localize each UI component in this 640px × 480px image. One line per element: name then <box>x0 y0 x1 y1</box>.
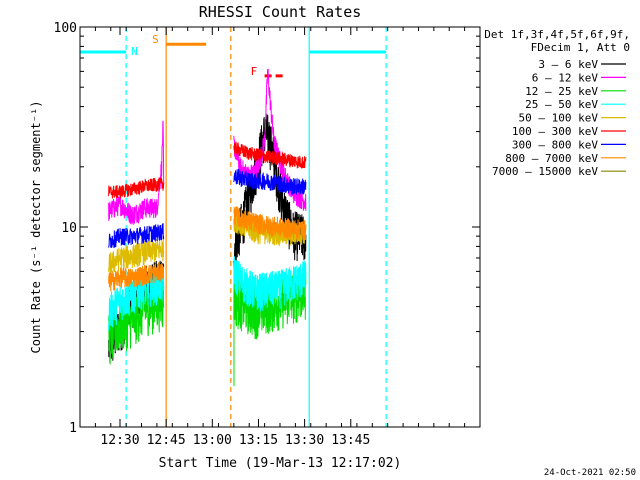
series-7-segment-1 <box>108 223 165 249</box>
legend-entry-label-8: 7000 – 15000 keV <box>492 165 598 178</box>
series-6-segment-1 <box>108 177 165 199</box>
legend-entry-label-6: 300 – 800 keV <box>512 138 598 151</box>
y-axis-label: Count Rate (s⁻¹ detector segment⁻¹) <box>29 101 43 354</box>
y-tick-label-0: 1 <box>69 421 77 436</box>
y-tick-label-1: 10 <box>61 221 77 236</box>
x-tick-label-1: 12:45 <box>147 433 186 448</box>
chart-title: RHESSI Count Rates <box>199 3 362 21</box>
series-8-segment-2 <box>233 206 307 241</box>
series-6-segment-2 <box>233 141 307 169</box>
legend-entry-label-1: 6 – 12 keV <box>532 71 599 84</box>
series-2-segment-1 <box>108 120 165 225</box>
x-tick-label-3: 13:15 <box>239 433 278 448</box>
legend-entry-label-5: 100 – 300 keV <box>512 125 598 138</box>
legend-header-1: FDecim 1, Att 0 <box>531 41 630 54</box>
series-3-segment-2 <box>233 268 307 340</box>
series-5-segment-1 <box>108 237 165 275</box>
series-3-segment-1 <box>108 279 165 365</box>
legend: Det 1f,3f,4f,5f,6f,9f,FDecim 1, Att 0 3 –… <box>484 28 630 178</box>
axes-layer: 12:30 12:45 13:00 13:15 13:30 13:45 1 10 100 <box>54 21 481 448</box>
legend-header-0: Det 1f,3f,4f,5f,6f,9f, <box>484 28 630 41</box>
footer-timestamp: 24-Oct-2021 02:50 <box>544 468 636 478</box>
series-8-segment-1 <box>108 262 164 292</box>
legend-entry-label-7: 800 – 7000 keV <box>505 152 598 165</box>
legend-entry-label-0: 3 – 6 keV <box>538 58 598 71</box>
x-tick-label-2: 13:00 <box>193 433 232 448</box>
interval-label-n: N <box>131 45 138 58</box>
series-7-segment-2 <box>233 168 307 196</box>
x-tick-label-5: 13:45 <box>331 433 370 448</box>
interval-label-s: S <box>152 33 159 46</box>
y-tick-label-2: 100 <box>54 21 77 36</box>
series-4-segment-2 <box>233 256 307 312</box>
x-tick-label-0: 12:30 <box>100 433 139 448</box>
legend-entry-label-3: 25 – 50 keV <box>525 98 598 111</box>
data-layer: N S F <box>80 27 387 427</box>
legend-entry-label-2: 12 – 25 keV <box>525 85 598 98</box>
x-tick-label-4: 13:30 <box>285 433 324 448</box>
legend-entry-label-4: 50 – 100 keV <box>519 112 599 125</box>
x-axis-label: Start Time (19-Mar-13 12:17:02) <box>159 456 402 471</box>
interval-label-f: F <box>251 65 258 78</box>
